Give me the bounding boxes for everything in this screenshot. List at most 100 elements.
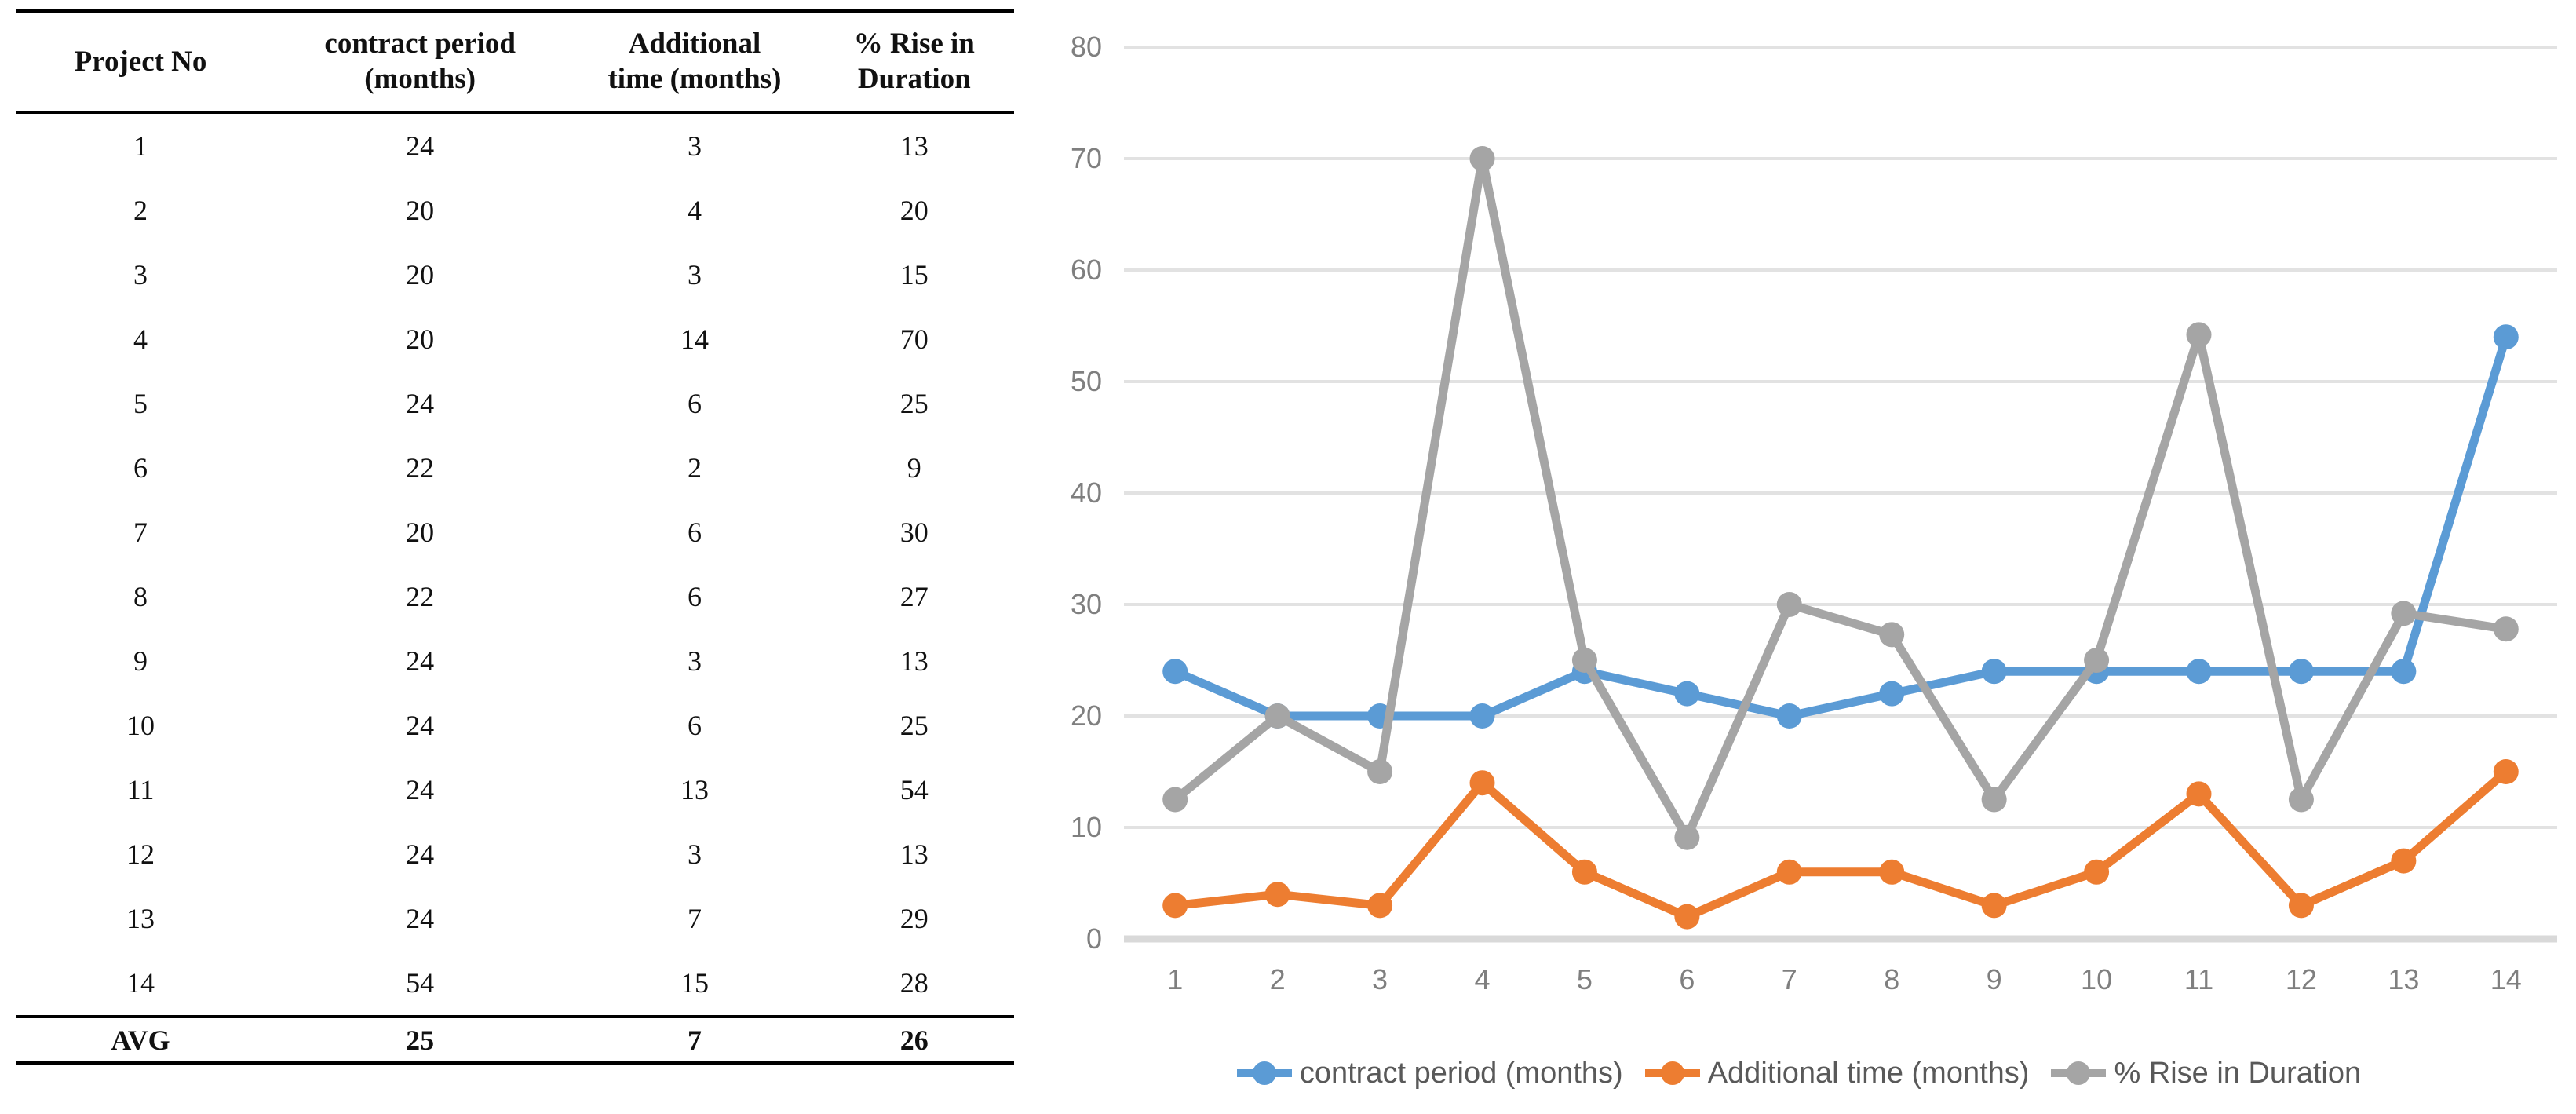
x-axis-tick-label: 14 (2490, 963, 2522, 995)
table-cell: 24 (406, 645, 435, 678)
table-cell: 20 (406, 323, 435, 356)
data-point-marker (2288, 787, 2314, 813)
table-cell: 3 (687, 259, 702, 291)
chart-panel: 0 10 20 30 40 50 60 70 80 1 2 3 4 5 6 7 8 9 10 11 12 13 14 con… (1020, 0, 2576, 1114)
x-axis-tick-label: 6 (1679, 963, 1695, 995)
table-cell: 6 (687, 517, 702, 549)
data-point-marker (2493, 324, 2519, 350)
column-header-line: contract period (324, 27, 516, 60)
table-row: 14 54 15 28 (16, 951, 1014, 1017)
table-cell: 54 (406, 967, 435, 999)
table-avg-row: AVG 25 7 26 (16, 1015, 1014, 1066)
table-row: 13 24 7 29 (16, 886, 1014, 951)
data-point-marker (1879, 859, 1905, 885)
table-cell: 5 (133, 388, 148, 420)
data-point-marker (1162, 893, 1188, 919)
table-avg-cell: 26 (814, 1015, 1014, 1066)
column-header: contract period (months) (265, 9, 575, 115)
legend-item: Additional time (months) (1644, 1056, 2030, 1090)
y-axis-tick-label: 30 (1071, 588, 1102, 620)
table-cell: 3 (687, 838, 702, 871)
legend-label: Additional time (months) (1707, 1056, 2030, 1090)
y-axis-tick-label: 60 (1071, 254, 1102, 286)
table-cell: 70 (899, 323, 929, 356)
x-axis-tick-label: 11 (2184, 963, 2213, 995)
table-header-row: Project No contract period (months) Additio… (16, 9, 1014, 115)
column-header: Project No (16, 9, 265, 115)
table-cell: 12 (126, 838, 155, 871)
table-cell: 24 (406, 774, 435, 806)
table-cell: 20 (406, 195, 435, 227)
y-axis-tick-label: 80 (1071, 31, 1102, 63)
table-cell: 13 (680, 774, 709, 806)
x-axis-tick-label: 5 (1577, 963, 1593, 995)
data-point-marker (1162, 659, 1188, 685)
data-point-marker (1776, 592, 1802, 617)
table-cell: 29 (899, 903, 929, 935)
table-row: 7 20 6 30 (16, 500, 1014, 564)
table-cell: 24 (406, 903, 435, 935)
table-cell: 10 (126, 710, 155, 742)
table-avg-cell: 25 (265, 1015, 575, 1066)
table-row: 1 24 3 13 (16, 112, 1014, 178)
table-cell: 24 (406, 710, 435, 742)
table-avg-cell: 7 (575, 1015, 815, 1066)
table-cell: 54 (899, 774, 929, 806)
data-point-marker (1879, 681, 1905, 707)
data-point-marker (2186, 659, 2212, 685)
x-axis-tick-label: 3 (1372, 963, 1388, 995)
series-line (1170, 332, 2511, 721)
table-cell: 13 (899, 130, 929, 163)
table-cell: 14 (126, 967, 155, 999)
table-cell: 3 (133, 259, 148, 291)
y-axis-tick-label: 0 (1086, 922, 1102, 955)
y-axis-tick-label: 70 (1071, 142, 1102, 174)
data-point-marker (1264, 703, 1290, 729)
x-axis-tick-label: 8 (1884, 963, 1899, 995)
column-header-line: Project No (74, 45, 207, 78)
table-cell: 15 (899, 259, 929, 291)
table-cell: 6 (687, 710, 702, 742)
x-axis-tick-label: 7 (1782, 963, 1797, 995)
data-point-marker (2493, 616, 2519, 642)
table-cell: 24 (406, 388, 435, 420)
table-row: 11 24 13 54 (16, 758, 1014, 822)
data-point-marker (1879, 622, 1905, 648)
table-cell: 13 (899, 838, 929, 871)
data-point-marker (1776, 703, 1802, 729)
table-row: 12 24 3 13 (16, 822, 1014, 886)
table-cell: 2 (687, 452, 702, 484)
data-point-marker (1981, 787, 2007, 813)
x-axis-tick-label: 13 (2388, 963, 2419, 995)
data-point-marker (2186, 781, 2212, 807)
data-point-marker (1981, 659, 2007, 685)
data-point-marker (1674, 904, 1700, 930)
table-cell: 9 (133, 645, 148, 678)
table-cell: 15 (680, 967, 709, 999)
table-cell: 28 (899, 967, 929, 999)
table-cell: 13 (126, 903, 155, 935)
x-axis-tick-label: 2 (1270, 963, 1286, 995)
table-cell: 11 (126, 774, 155, 806)
table-cell: 22 (406, 452, 435, 484)
column-header: Additional time (months) (575, 9, 815, 115)
table-row: 8 22 6 27 (16, 564, 1014, 629)
column-header-line: % Rise in (853, 27, 975, 60)
series-line (1170, 154, 2511, 842)
legend-label: contract period (months) (1299, 1056, 1623, 1090)
table-cell: 24 (406, 838, 435, 871)
table-cell: 24 (406, 130, 435, 163)
table-cell: 20 (899, 195, 929, 227)
data-point-marker (1469, 770, 1495, 796)
table-cell: 7 (687, 903, 702, 935)
data-point-marker (1469, 146, 1495, 171)
table-cell: 30 (899, 517, 929, 549)
data-point-marker (1674, 681, 1700, 707)
table-cell: 14 (680, 323, 709, 356)
legend-label: % Rise in Duration (2114, 1056, 2362, 1090)
legend-item: % Rise in Duration (2049, 1057, 2361, 1090)
data-point-marker (1571, 648, 1597, 673)
column-header-line: Additional (628, 27, 761, 60)
table-cell: 25 (899, 710, 929, 742)
